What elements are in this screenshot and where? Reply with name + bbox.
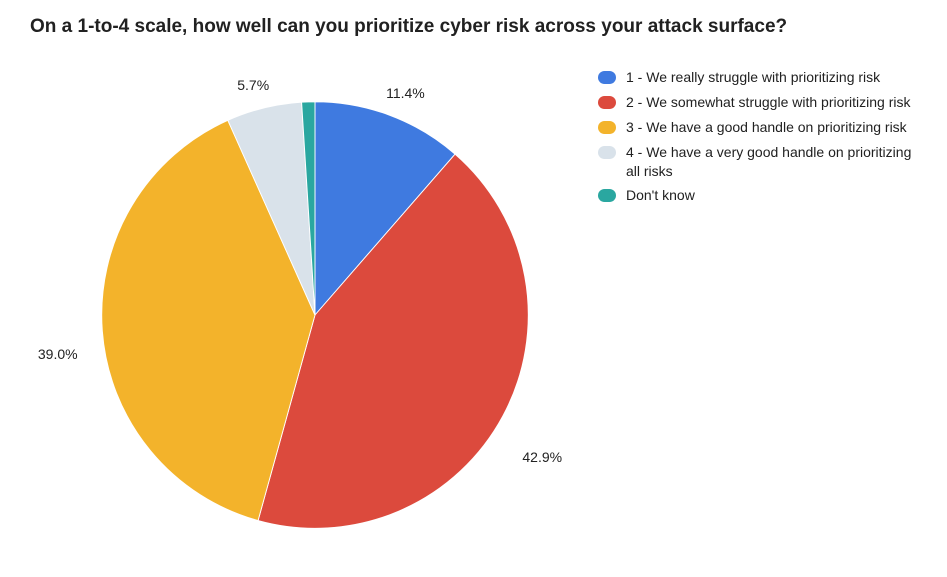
legend-label-3: 4 - We have a very good handle on priori… (626, 143, 928, 181)
legend-item-2: 3 - We have a good handle on prioritizin… (598, 118, 928, 137)
pie-svg (60, 60, 570, 570)
legend-swatch-2 (598, 121, 616, 134)
slice-label-3: 5.7% (237, 77, 269, 93)
legend-label-1: 2 - We somewhat struggle with prioritizi… (626, 93, 911, 112)
legend-swatch-0 (598, 71, 616, 84)
legend-item-3: 4 - We have a very good handle on priori… (598, 143, 928, 181)
chart-title: On a 1-to-4 scale, how well can you prio… (30, 16, 787, 38)
pie-chart: 11.4%42.9%39.0%5.7% (60, 60, 570, 570)
legend-swatch-4 (598, 189, 616, 202)
slice-label-1: 42.9% (522, 449, 562, 465)
legend-item-1: 2 - We somewhat struggle with prioritizi… (598, 93, 928, 112)
legend: 1 - We really struggle with prioritizing… (598, 68, 928, 211)
legend-swatch-3 (598, 146, 616, 159)
legend-label-0: 1 - We really struggle with prioritizing… (626, 68, 880, 87)
legend-swatch-1 (598, 96, 616, 109)
legend-label-2: 3 - We have a good handle on prioritizin… (626, 118, 907, 137)
legend-label-4: Don't know (626, 186, 695, 205)
slice-label-0: 11.4% (386, 85, 425, 101)
slice-label-2: 39.0% (38, 346, 78, 362)
legend-item-0: 1 - We really struggle with prioritizing… (598, 68, 928, 87)
legend-item-4: Don't know (598, 186, 928, 205)
